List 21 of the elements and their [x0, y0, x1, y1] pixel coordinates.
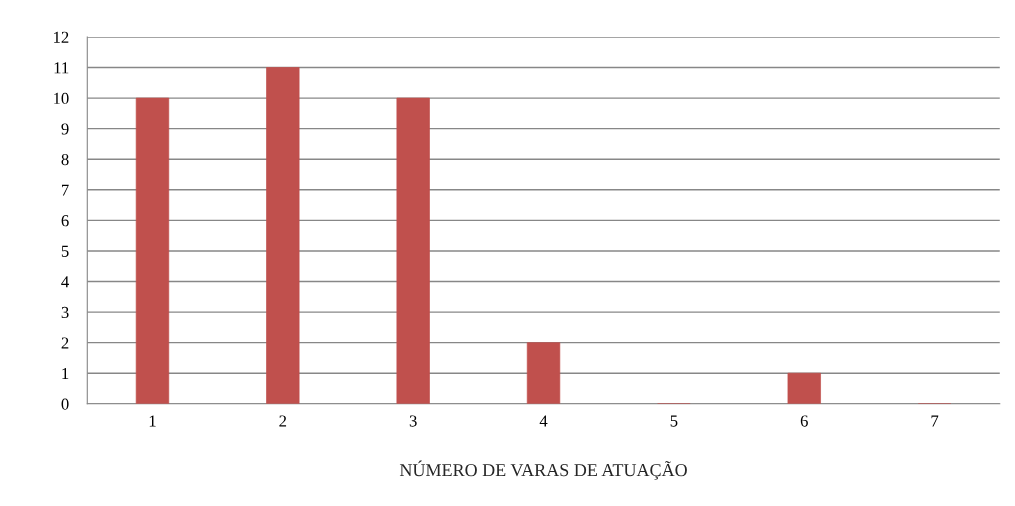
x-tick-label: 4 [539, 415, 548, 427]
y-tick-label: 0 [61, 398, 69, 410]
x-tick-label: 7 [931, 415, 939, 427]
y-tick-label: 5 [61, 245, 69, 257]
y-tick-label: 3 [61, 306, 69, 319]
x-tick-label: 3 [409, 415, 417, 427]
x-tick-label: 6 [800, 415, 808, 427]
y-tick-label: 12 [54, 31, 69, 43]
y-tick-label: 6 [61, 215, 69, 227]
x-tick-label: 1 [149, 415, 156, 427]
x-axis-title: NÚMERO DE VARAS DE ATUAÇÃO [399, 460, 687, 480]
y-tick-label: 2 [61, 337, 69, 349]
y-tick-label: 4 [61, 276, 69, 288]
y-tick-label: 10 [54, 92, 69, 105]
y-tick-label: 9 [61, 123, 69, 135]
x-tick-label: 2 [279, 415, 287, 427]
y-tick-label: 8 [61, 153, 69, 166]
x-tick-label: 5 [670, 415, 678, 427]
y-tick-label: 11 [54, 62, 69, 74]
y-tick-label: 7 [62, 184, 69, 196]
y-tick-label: 1 [62, 368, 69, 379]
